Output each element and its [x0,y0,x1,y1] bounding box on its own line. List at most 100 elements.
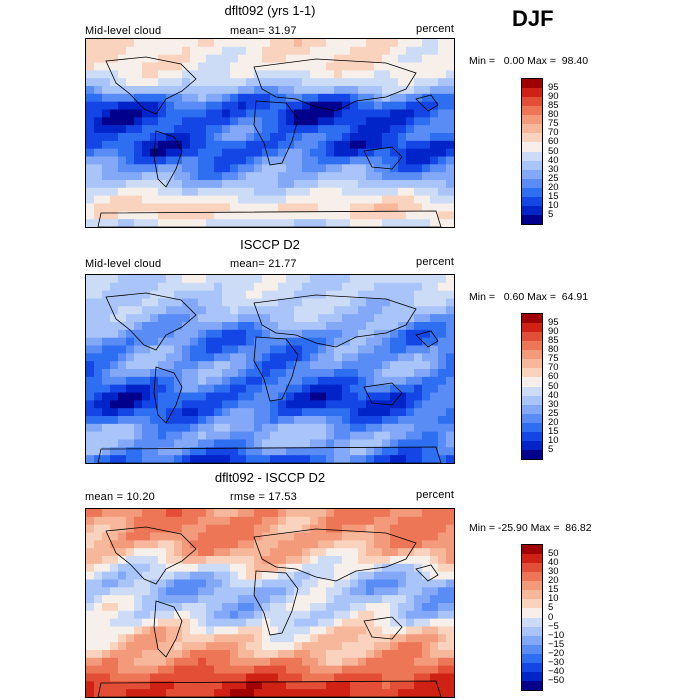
map-cell [150,180,159,189]
map-cell [126,180,135,189]
map-cell [230,439,239,448]
map-cell [294,579,303,588]
map-cell [430,46,439,56]
map-cell [446,447,454,456]
map-cell [422,642,431,651]
map-cell [230,665,239,675]
map-cell [366,516,375,526]
map-cell [430,117,439,126]
map-cell [382,298,391,307]
map-cell [158,219,167,227]
map-cell [398,657,407,667]
map-cell [390,571,399,581]
map-cell [246,532,255,541]
map-cell [118,156,127,165]
colorbar-tick-label: 15 [548,425,559,437]
map-cell [374,86,383,95]
map-cell [134,657,143,667]
coastline [253,100,299,166]
map-cell [390,595,399,604]
map-cell [174,93,183,103]
map-cell [270,133,279,142]
map-cell [166,46,175,56]
map-cell [422,62,431,71]
map-cell [198,657,207,667]
map-cell [222,219,231,227]
map-cell [254,101,263,111]
map-cell [342,306,351,315]
map-cell [414,532,423,541]
map-cell [278,101,287,111]
map-cell [406,164,415,173]
map-cell [126,657,135,667]
map-cell [134,306,143,315]
map-cell [134,540,143,549]
map-cell [270,337,279,347]
map-cell [118,314,127,323]
map-cell [222,431,231,441]
map-cell [366,93,375,103]
map-cell [158,117,167,126]
map-cell [350,400,359,409]
map-cell [430,681,439,690]
map-cell [310,423,319,433]
map-cell [430,86,439,95]
map-cell [406,447,415,456]
map-cell [118,361,127,370]
map-cell [342,345,351,354]
map-cell [286,275,295,284]
map-cell [246,595,255,604]
map-cell [190,219,199,227]
map-cell [158,455,167,463]
map-cell [118,540,127,549]
colorbar-tick-label: 70 [548,362,559,374]
map-cell [94,563,103,573]
map-cell [126,353,135,362]
map-cell [102,133,111,142]
map-cell [438,39,447,48]
map-cell [342,447,351,456]
map-cell [358,416,367,425]
map-cell [398,548,407,557]
map-cell [206,563,215,573]
map-cell [126,392,135,401]
map-cell [446,275,454,284]
map-cell [270,673,279,682]
map-cell [278,337,287,347]
map-cell [166,219,175,227]
map-cell [262,93,271,103]
map-cell [246,164,255,173]
map-cell [278,384,287,394]
map-cell [262,290,271,300]
map-cell [302,384,311,394]
map-cell [278,180,287,189]
map-cell [182,439,191,448]
map-cell [358,610,367,620]
map-cell [398,361,407,370]
map-cell [326,219,335,227]
map-cell [414,125,423,134]
map-cell [158,423,167,433]
map-cell [166,203,175,212]
map-cell [246,211,255,220]
map-cell [94,337,103,347]
map-cell [438,439,447,448]
map-cell [366,524,375,534]
map-cell [422,563,431,573]
map-cell [310,282,319,292]
map-cell [118,392,127,401]
map-cell [190,164,199,173]
map-cell [198,125,207,134]
map-cell [190,689,199,697]
map-cell [318,587,327,596]
map-cell [134,164,143,173]
map-cell [134,353,143,362]
map-cell [350,337,359,347]
map-cell [166,416,175,425]
colorbar-segment [522,178,542,188]
map-cell [230,369,239,378]
map-cell [366,431,375,441]
map-cell [238,353,247,362]
map-cell [230,322,239,331]
map-cell [294,587,303,596]
